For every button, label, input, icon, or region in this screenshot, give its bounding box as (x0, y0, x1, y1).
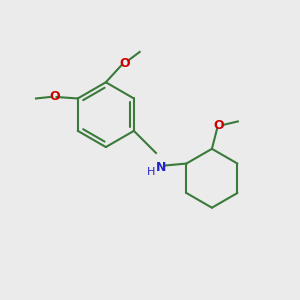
Text: O: O (119, 57, 130, 70)
Text: O: O (213, 119, 224, 132)
Text: N: N (156, 160, 166, 174)
Text: H: H (147, 167, 155, 177)
Text: O: O (49, 91, 59, 103)
